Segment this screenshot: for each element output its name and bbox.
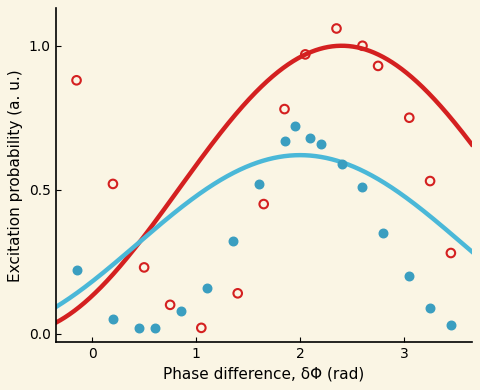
Point	[317, 140, 325, 147]
Point	[333, 25, 340, 32]
Point	[109, 316, 117, 323]
Point	[72, 267, 80, 273]
Point	[140, 264, 148, 271]
Point	[374, 63, 382, 69]
Point	[234, 290, 241, 296]
X-axis label: Phase difference, δΦ (rad): Phase difference, δΦ (rad)	[163, 367, 364, 382]
Point	[197, 325, 205, 331]
Point	[291, 123, 299, 129]
Point	[166, 302, 174, 308]
Point	[447, 322, 455, 328]
Point	[380, 230, 387, 236]
Point	[260, 201, 267, 207]
Point	[359, 43, 366, 49]
Point	[426, 178, 434, 184]
Point	[406, 273, 413, 279]
Point	[406, 115, 413, 121]
Point	[135, 325, 143, 331]
Point	[281, 106, 288, 112]
Point	[359, 184, 366, 190]
Point	[301, 51, 309, 57]
Point	[72, 77, 80, 83]
Point	[177, 307, 184, 314]
Point	[109, 181, 117, 187]
Point	[228, 238, 236, 245]
Y-axis label: Excitation probability (a. u.): Excitation probability (a. u.)	[8, 69, 24, 282]
Point	[203, 284, 210, 291]
Point	[281, 138, 288, 144]
Point	[426, 305, 434, 311]
Point	[447, 250, 455, 256]
Point	[255, 181, 263, 187]
Point	[338, 161, 346, 167]
Point	[307, 135, 314, 141]
Point	[151, 325, 158, 331]
